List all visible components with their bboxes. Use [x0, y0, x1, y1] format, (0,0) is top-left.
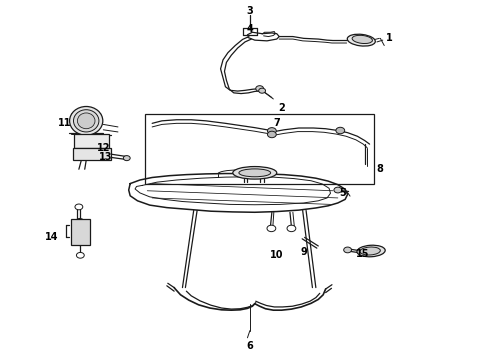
Text: 10: 10	[270, 250, 284, 260]
Ellipse shape	[77, 113, 95, 129]
Bar	[73, 148, 111, 160]
Text: 14: 14	[45, 232, 59, 242]
Circle shape	[336, 127, 344, 134]
Text: 3: 3	[246, 6, 253, 17]
Ellipse shape	[74, 110, 99, 132]
Bar	[145, 114, 374, 184]
Text: 12: 12	[97, 143, 110, 153]
Ellipse shape	[239, 169, 270, 177]
Ellipse shape	[233, 167, 277, 179]
Bar	[74, 134, 109, 148]
Circle shape	[123, 156, 130, 161]
Circle shape	[75, 204, 83, 210]
Ellipse shape	[357, 245, 385, 257]
Bar	[71, 219, 90, 244]
Text: 9: 9	[300, 247, 307, 257]
Circle shape	[76, 252, 84, 258]
Circle shape	[256, 86, 264, 91]
Text: 1: 1	[386, 33, 392, 43]
Text: 13: 13	[99, 152, 113, 162]
Ellipse shape	[352, 35, 372, 44]
Ellipse shape	[347, 34, 375, 46]
Circle shape	[287, 225, 296, 231]
Text: 5: 5	[340, 188, 346, 198]
Text: 8: 8	[376, 164, 383, 174]
Circle shape	[259, 88, 266, 93]
Circle shape	[268, 128, 276, 134]
Text: 4: 4	[246, 24, 253, 35]
Ellipse shape	[70, 107, 103, 135]
Text: 6: 6	[246, 341, 253, 351]
Circle shape	[268, 131, 276, 138]
Text: 11: 11	[57, 118, 71, 128]
Text: 15: 15	[356, 248, 369, 258]
Circle shape	[267, 225, 276, 231]
Circle shape	[343, 247, 351, 253]
Ellipse shape	[360, 247, 380, 255]
Circle shape	[334, 187, 342, 193]
Text: 2: 2	[278, 103, 285, 113]
Text: 7: 7	[273, 118, 280, 128]
Ellipse shape	[72, 219, 88, 246]
